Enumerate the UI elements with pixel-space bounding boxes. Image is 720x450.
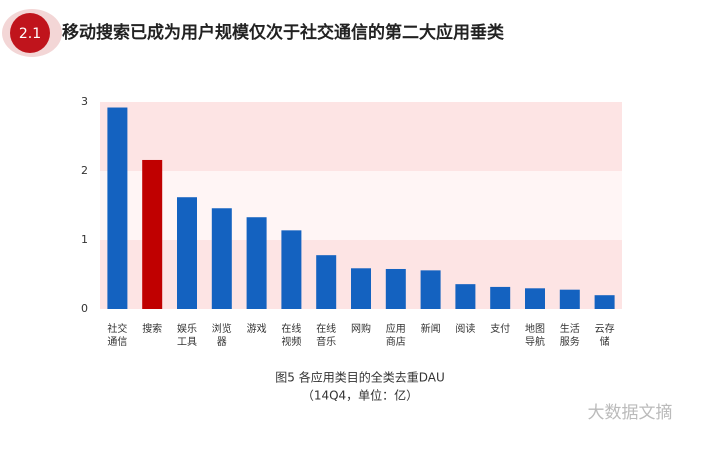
- badge-label: 2.1: [19, 26, 41, 42]
- watermark: 大数据文摘: [588, 403, 673, 423]
- bar: [385, 268, 406, 309]
- y-tick-label: 3: [81, 95, 88, 108]
- x-tick-label: 网购: [351, 324, 371, 335]
- y-tick-label: 0: [81, 302, 88, 315]
- bar: [281, 230, 302, 309]
- y-tick-label: 2: [81, 164, 88, 177]
- bar: [107, 107, 128, 310]
- y-tick-label: 1: [81, 233, 88, 246]
- bar: [490, 286, 511, 309]
- x-tick-label: 新闻: [420, 324, 441, 335]
- x-tick-label: 搜索: [142, 324, 163, 335]
- badge-circle: [10, 13, 50, 53]
- x-tick-label: 生活服务: [559, 324, 580, 348]
- x-tick-label: 游戏: [246, 324, 267, 335]
- bar: [559, 289, 580, 309]
- x-tick-label: 支付: [490, 324, 511, 335]
- bar: [455, 284, 476, 309]
- bar: [246, 217, 267, 309]
- page-title: 移动搜索已成为用户规模仅次于社交通信的第二大应用垂类: [62, 22, 505, 43]
- x-tick-label: 社交通信: [107, 324, 128, 348]
- x-tick-label: 阅读: [455, 324, 476, 335]
- x-tick-label: 娱乐工具: [177, 324, 197, 348]
- bar: [177, 197, 197, 309]
- bar: [142, 159, 163, 309]
- x-tick-label: 在线视频: [281, 324, 302, 348]
- x-tick-label: 在线音乐: [316, 324, 337, 348]
- x-tick-label: 浏览器: [211, 324, 232, 348]
- bar: [351, 268, 371, 309]
- x-tick-label: 地图导航: [525, 324, 545, 348]
- bar: [211, 208, 232, 309]
- bar: [525, 288, 545, 309]
- bar: [420, 270, 441, 309]
- chart-caption: 图5 各应用类目的全类去重DAU: [275, 370, 444, 385]
- x-tick-label: 应用商店: [385, 324, 406, 348]
- bar: [316, 255, 337, 309]
- x-tick-label: 云存储: [594, 324, 615, 348]
- grid-band: [100, 102, 622, 171]
- bar: [594, 295, 615, 309]
- chart-subcaption: （14Q4，单位：亿）: [302, 388, 418, 403]
